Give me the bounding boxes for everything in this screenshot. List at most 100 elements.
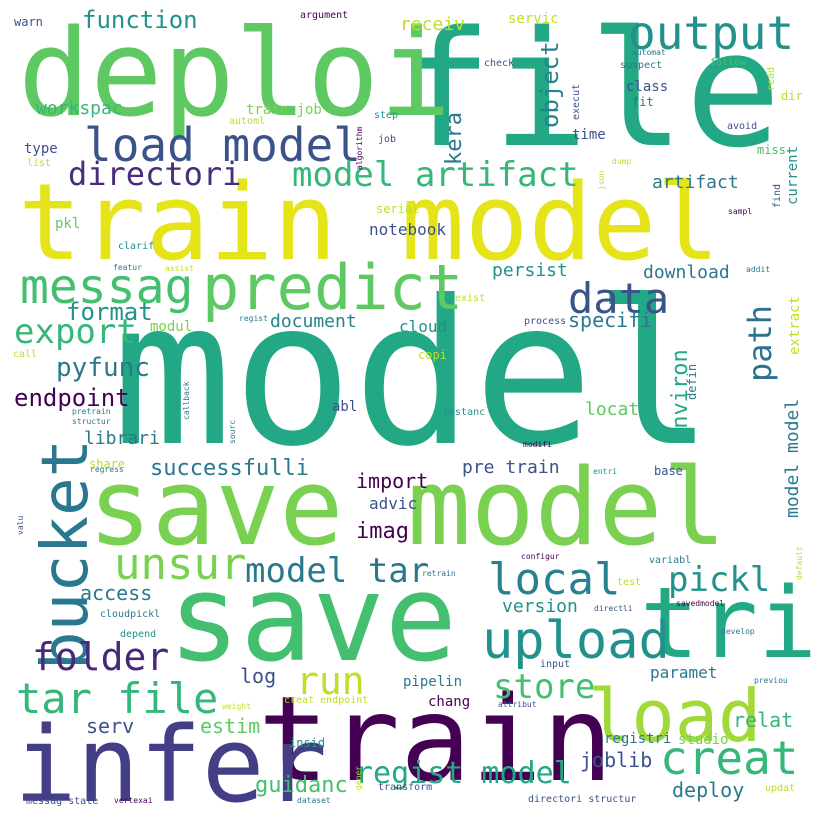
word-avoid: avoid bbox=[727, 121, 758, 132]
word-modul: modul bbox=[150, 319, 193, 335]
word-pre-train: pre train bbox=[462, 457, 560, 478]
word-studio: studio bbox=[678, 732, 729, 748]
word-pickl: pickl bbox=[668, 560, 771, 600]
word-run: run bbox=[296, 659, 365, 703]
word-warn: warn bbox=[14, 15, 43, 29]
word-model: model bbox=[112, 258, 715, 491]
word-infer: infer bbox=[14, 704, 328, 819]
word-automl: automl bbox=[229, 116, 266, 127]
word-specifi: specifi bbox=[568, 308, 653, 332]
word-gener: gener bbox=[354, 765, 363, 790]
word-format: format bbox=[66, 298, 153, 326]
word-joblib: joblib bbox=[580, 748, 653, 772]
word-list: list bbox=[27, 158, 52, 169]
word-deploi: deploi bbox=[18, 5, 452, 144]
word-follow: follow bbox=[710, 57, 747, 68]
word-directli: directli bbox=[594, 604, 633, 613]
word-pipelin: pipelin bbox=[403, 674, 463, 690]
word-creat-endpoint: creat endpoint bbox=[284, 695, 369, 706]
word-dump: dump bbox=[612, 157, 632, 166]
word-base: base bbox=[654, 464, 683, 478]
word-share: share bbox=[89, 457, 126, 471]
word-local: local bbox=[488, 554, 621, 605]
word-exist: exist bbox=[455, 293, 486, 304]
word-suspect: suspect bbox=[620, 60, 663, 71]
word-version: version bbox=[502, 596, 578, 617]
word-save-model: save model bbox=[88, 446, 727, 569]
word-model-tar: model tar bbox=[245, 551, 430, 591]
word-train-job: train job bbox=[246, 102, 322, 118]
word-file: file bbox=[396, 0, 782, 183]
word-registri: registri bbox=[604, 731, 672, 747]
word-defin: defin bbox=[685, 363, 699, 400]
word-locat: locat bbox=[585, 399, 640, 420]
word-regist: regist bbox=[239, 314, 268, 323]
word-regress: regress bbox=[90, 465, 124, 474]
word-workspac: workspac bbox=[36, 98, 123, 119]
word-configur: configur bbox=[521, 552, 560, 561]
word-current: current bbox=[785, 145, 801, 205]
word-structur: structur bbox=[72, 417, 111, 426]
word-default: default bbox=[795, 546, 804, 580]
word-directori: directori bbox=[68, 155, 242, 193]
word-call: call bbox=[13, 349, 38, 360]
word-deploy: deploy bbox=[672, 778, 745, 802]
word-automat: automat bbox=[632, 48, 666, 57]
word-addit: addit bbox=[746, 265, 771, 274]
word-extract: extract bbox=[787, 295, 803, 355]
word-attribut: attribut bbox=[498, 700, 537, 709]
word-advic: advic bbox=[369, 494, 418, 513]
word-tri: tri bbox=[639, 567, 817, 681]
word-folder: folder bbox=[32, 635, 170, 679]
word-updat: updat bbox=[765, 783, 796, 794]
word-clarif: clarif bbox=[118, 241, 155, 252]
word-access: access bbox=[80, 581, 153, 605]
word-class: class bbox=[626, 79, 669, 95]
word-previou: previou bbox=[754, 676, 788, 685]
word-train-model: train model bbox=[18, 161, 720, 284]
word-insid: insid bbox=[289, 736, 326, 750]
word-entri: entri bbox=[593, 467, 618, 476]
word-paramet: paramet bbox=[650, 663, 718, 682]
word-vertexai: vertexai bbox=[114, 796, 153, 805]
word-train: train bbox=[258, 670, 614, 808]
word-read: read bbox=[766, 66, 777, 91]
word-data: data bbox=[568, 274, 670, 323]
word-retrain: retrain bbox=[422, 569, 456, 578]
word-model-artifact: model artifact bbox=[292, 155, 579, 195]
word-variabl: variabl bbox=[649, 555, 692, 566]
word-savedmodel: savedmodel bbox=[676, 599, 725, 608]
word-successfulli: successfulli bbox=[150, 456, 309, 481]
word-document: document bbox=[270, 311, 357, 332]
word-output: output bbox=[628, 6, 795, 60]
word-pkl: pkl bbox=[55, 216, 81, 232]
word-time: time bbox=[572, 127, 606, 143]
word-check: check bbox=[484, 58, 515, 69]
word-assist: assist bbox=[165, 264, 194, 273]
word-abl: abl bbox=[332, 399, 358, 415]
word-serial: serial bbox=[376, 202, 420, 216]
word-valu: valu bbox=[16, 515, 25, 535]
word-object: object bbox=[536, 41, 564, 128]
word-cloud: cloud bbox=[399, 317, 448, 336]
word-type: type bbox=[24, 141, 58, 157]
word-json: json bbox=[597, 170, 606, 190]
word-instanc: instanc bbox=[443, 407, 486, 418]
word-unsur: unsur bbox=[114, 539, 247, 590]
word-log: log bbox=[240, 664, 277, 688]
word-creat: creat bbox=[660, 731, 799, 785]
word-transform: transform bbox=[378, 782, 433, 793]
word-chang: chang bbox=[428, 694, 471, 710]
word-librari: librari bbox=[84, 428, 160, 449]
word-regist-model: regist model bbox=[355, 756, 572, 791]
word-load: load bbox=[588, 674, 762, 758]
word-featur: featur bbox=[113, 263, 142, 272]
word-persist: persist bbox=[492, 260, 568, 281]
word-import: import bbox=[356, 469, 429, 493]
word-save: save bbox=[168, 550, 457, 689]
word-function: function bbox=[82, 6, 198, 34]
word-fit: fit bbox=[632, 95, 654, 109]
word-servic: servic bbox=[508, 11, 559, 27]
word-sourc: sourc bbox=[228, 419, 237, 444]
